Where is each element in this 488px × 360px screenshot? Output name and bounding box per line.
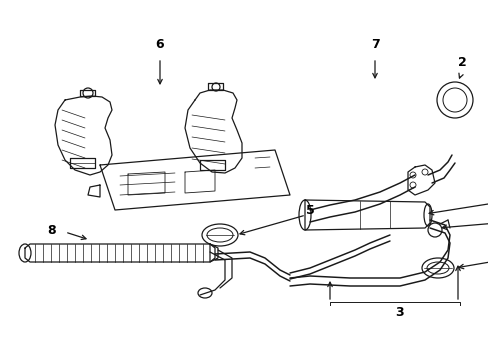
Text: 8: 8 <box>48 224 56 237</box>
Text: 3: 3 <box>395 306 404 319</box>
Text: 7: 7 <box>370 39 379 51</box>
Text: 6: 6 <box>155 39 164 51</box>
Text: 2: 2 <box>457 55 466 68</box>
Text: 5: 5 <box>305 203 314 216</box>
